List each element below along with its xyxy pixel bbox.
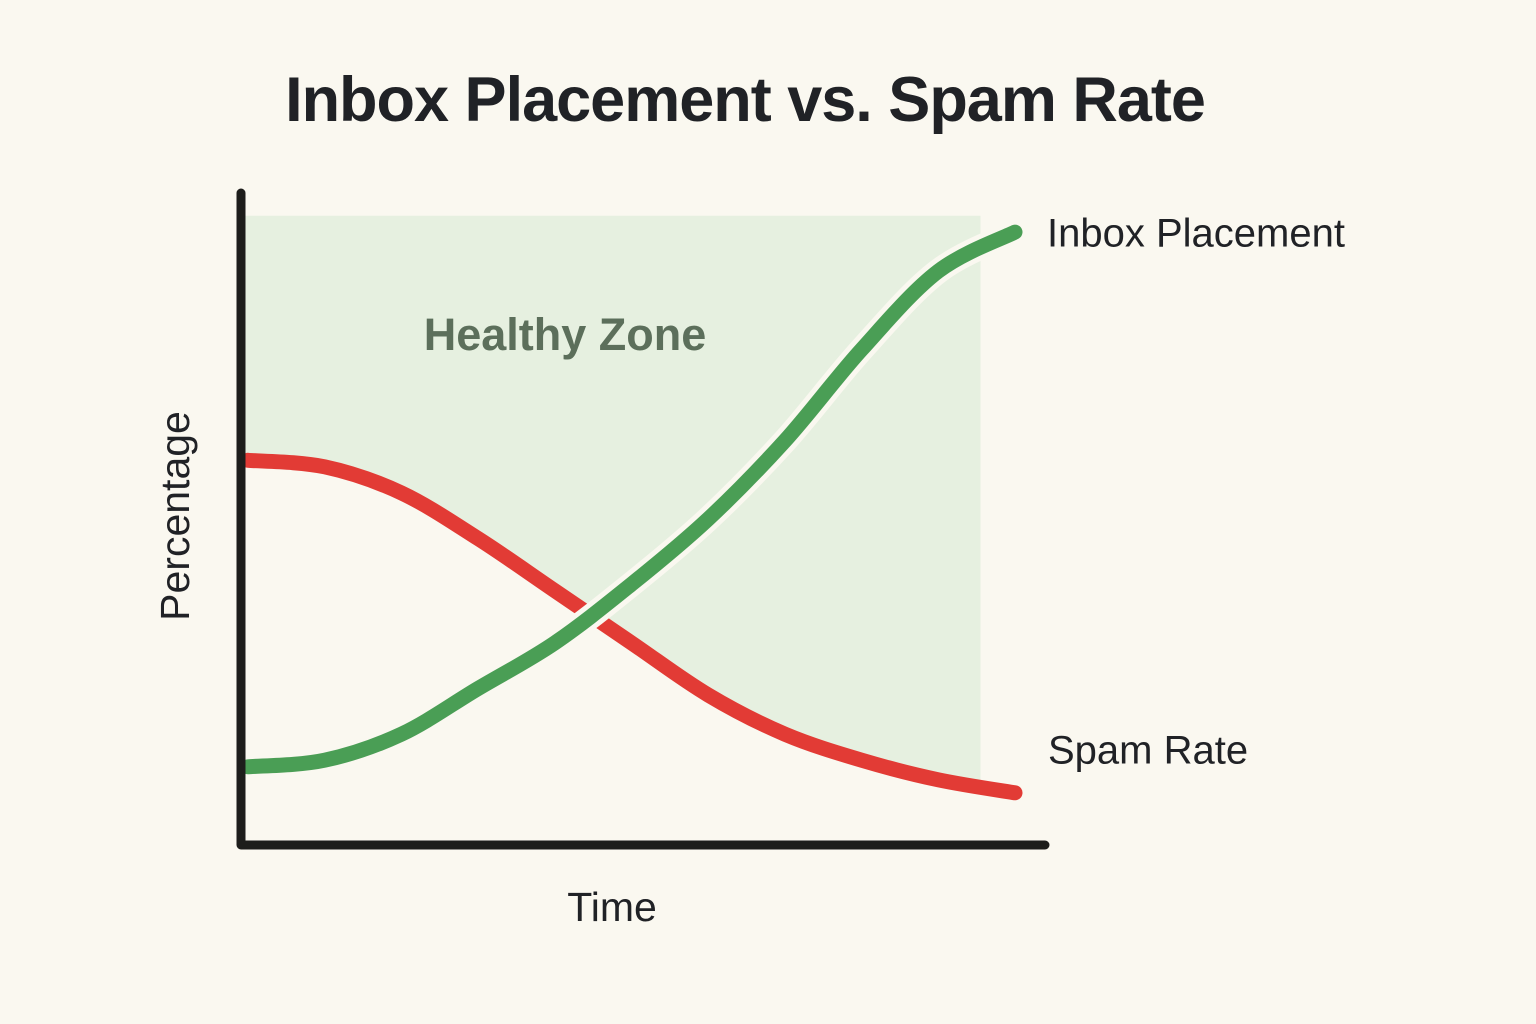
healthy-zone-label: Healthy Zone (424, 309, 707, 360)
chart-title: Inbox Placement vs. Spam Rate (285, 65, 1206, 135)
spam-rate-label: Spam Rate (1048, 729, 1248, 773)
healthy-zone-region (245, 215, 981, 787)
spam-rate-line (240, 452, 1023, 801)
axes (236, 188, 1050, 850)
inbox-placement-label: Inbox Placement (1047, 212, 1345, 256)
y-axis-label: Percentage (152, 411, 198, 621)
x-axis-label: Time (567, 884, 657, 930)
inbox-placement-line (240, 224, 1023, 775)
